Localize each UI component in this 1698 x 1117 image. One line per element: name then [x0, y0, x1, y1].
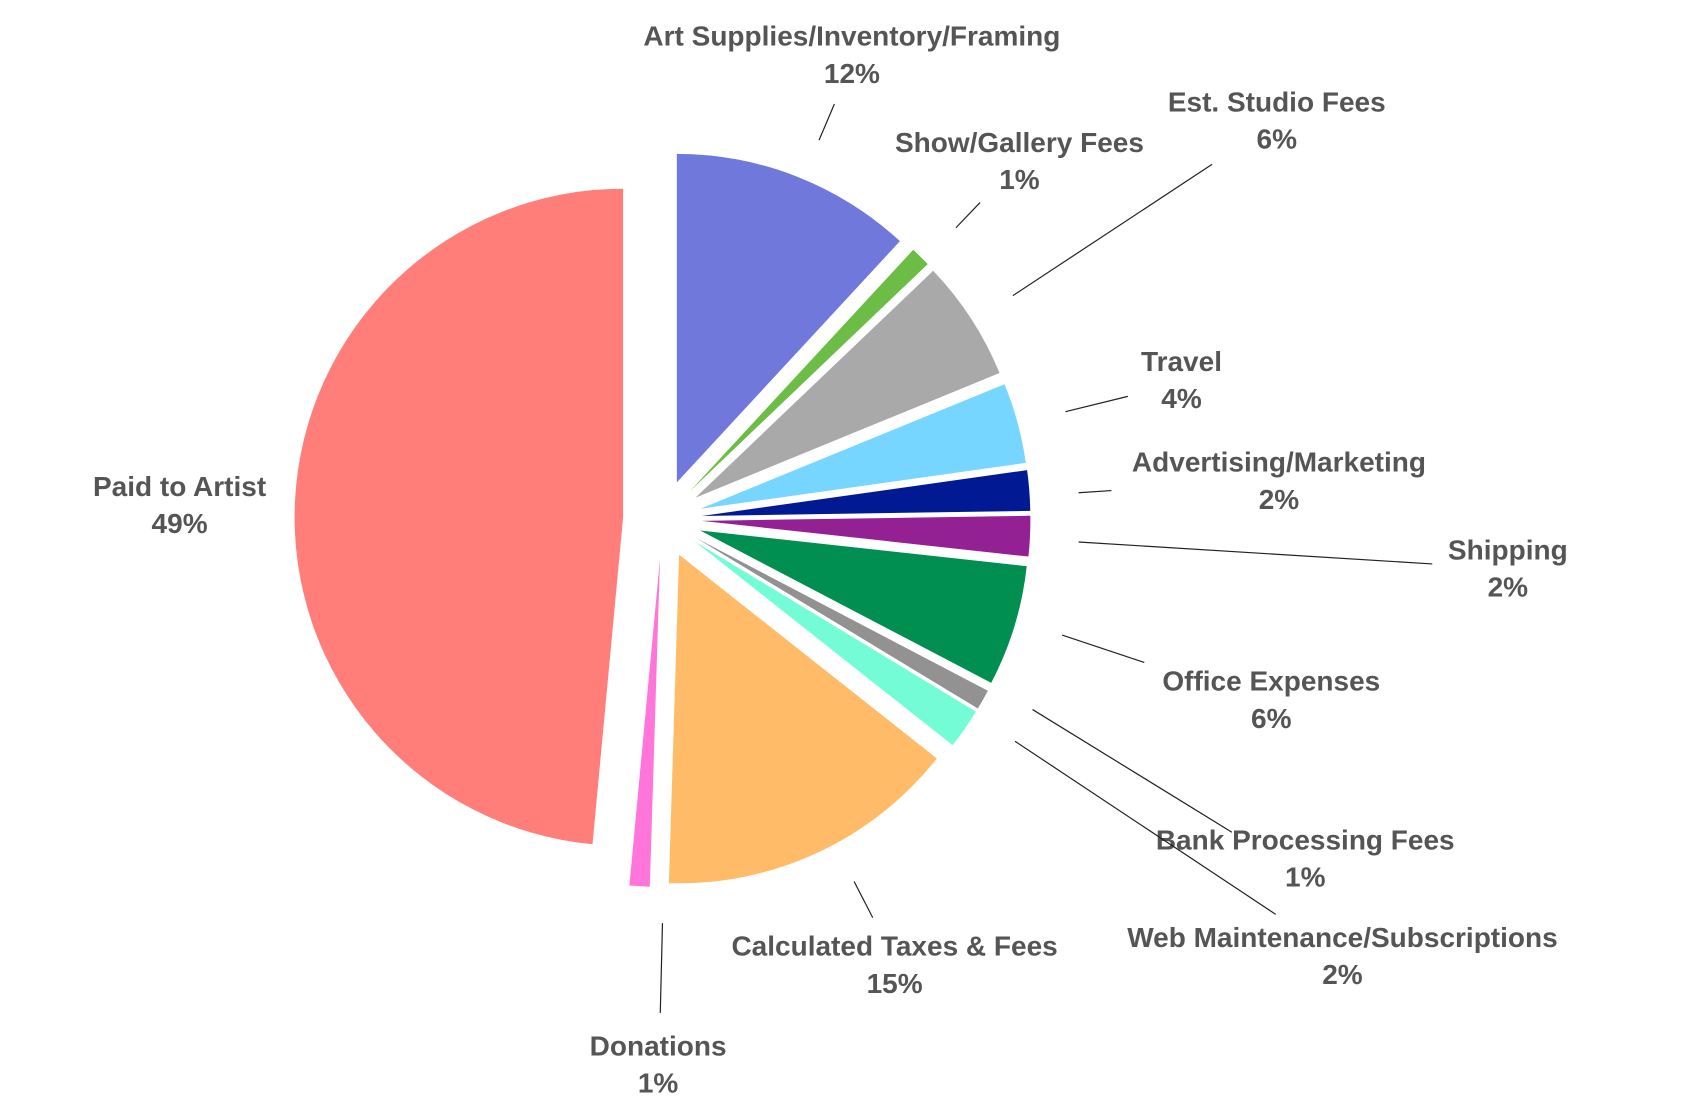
slice-label: Office Expenses — [1162, 666, 1380, 697]
slice-value-label: 1% — [999, 164, 1040, 195]
slice-value-label: 15% — [867, 968, 923, 999]
leader-line — [955, 202, 981, 229]
slice-label: Est. Studio Fees — [1168, 86, 1386, 117]
leader-line — [1014, 740, 1277, 915]
slice-label: Paid to Artist — [93, 471, 266, 502]
slice-value-label: 1% — [638, 1068, 679, 1099]
slice-value-label: 12% — [824, 58, 880, 89]
leader-line — [1032, 709, 1233, 833]
leader-line — [1078, 489, 1112, 494]
slice-value-label: 49% — [152, 508, 208, 539]
pie-slice — [695, 270, 1000, 498]
pie-slice — [690, 249, 928, 491]
leader-line — [1061, 634, 1145, 664]
pie-slice — [701, 470, 1031, 516]
pie-slice — [629, 558, 661, 887]
slice-value-label: 2% — [1488, 572, 1529, 603]
slice-label: Art Supplies/Inventory/Framing — [643, 21, 1060, 52]
leader-line — [1078, 541, 1433, 565]
leader-line — [1065, 395, 1128, 413]
slice-value-label: 1% — [1285, 862, 1326, 893]
pie-slice — [294, 188, 624, 845]
slice-value-label: 6% — [1251, 703, 1292, 734]
slice-label: Donations — [590, 1030, 727, 1061]
pie-slice — [694, 541, 976, 746]
pie-slice — [696, 538, 988, 709]
pie-slice — [700, 384, 1026, 509]
slice-label: Web Maintenance/Subscriptions — [1127, 922, 1557, 953]
slice-label: Show/Gallery Fees — [895, 127, 1144, 158]
pie-slice — [668, 554, 937, 884]
pie-slice — [701, 515, 1031, 557]
slice-label: Travel — [1141, 346, 1222, 377]
slice-label: Advertising/Marketing — [1132, 447, 1426, 478]
slice-label: Shipping — [1448, 534, 1568, 565]
leader-line — [1012, 163, 1213, 297]
slice-label: Bank Processing Fees — [1156, 824, 1455, 855]
pie-slice — [676, 153, 900, 483]
leader-line — [818, 103, 835, 141]
slice-value-label: 2% — [1322, 959, 1363, 990]
pie-slice — [700, 530, 1027, 683]
slice-value-label: 4% — [1161, 383, 1202, 414]
leader-line — [659, 923, 664, 1013]
slice-label: Calculated Taxes & Fees — [731, 931, 1057, 962]
leader-line — [853, 881, 874, 918]
slice-value-label: 2% — [1259, 484, 1300, 515]
slice-value-label: 6% — [1257, 124, 1298, 155]
